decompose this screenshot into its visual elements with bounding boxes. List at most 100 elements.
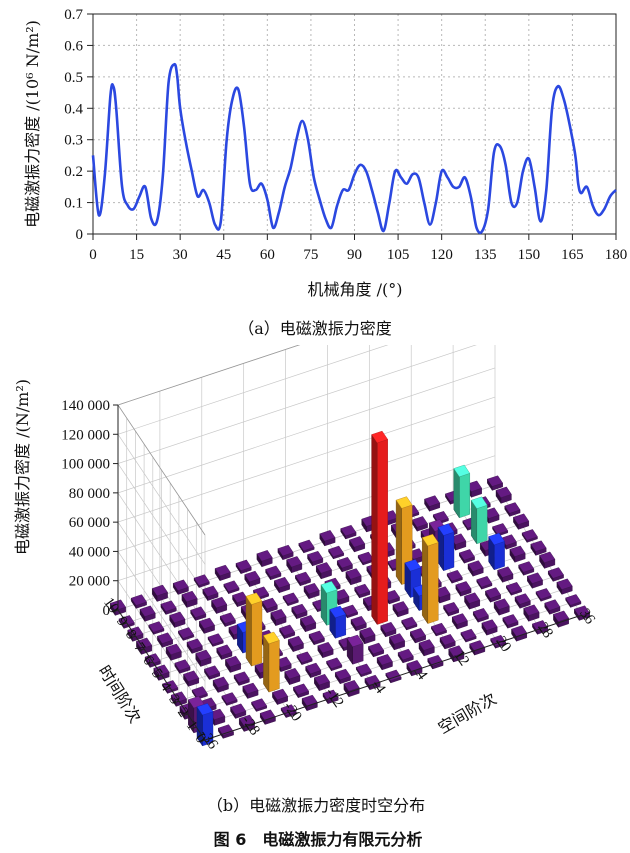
bar-side-face <box>245 595 252 667</box>
figure-caption: 图 6 电磁激振力有限元分析 <box>214 830 423 849</box>
bar-top-face <box>319 530 336 542</box>
base-bar <box>301 694 318 712</box>
chart-b-zlabel: 电磁激振力密度 /(N/m²) <box>13 379 32 555</box>
base-bar <box>282 592 299 607</box>
bar-top-face <box>464 592 481 604</box>
base-bar <box>160 600 177 616</box>
bar-top-face <box>151 584 168 597</box>
bar-top-face <box>293 683 310 695</box>
base-bar <box>216 644 233 661</box>
bar-side-face <box>395 499 402 586</box>
base-bar <box>130 594 147 610</box>
base-bar <box>315 562 332 580</box>
base-bar <box>513 513 530 531</box>
bar-top-face <box>392 601 409 613</box>
bar-top-face <box>532 620 549 632</box>
bar-top-face <box>211 596 228 609</box>
bar-top-face <box>193 574 210 586</box>
base-bar <box>376 654 393 671</box>
base-bar <box>279 624 296 640</box>
bar <box>421 533 439 625</box>
base-bar <box>265 565 282 581</box>
bar-top-face <box>340 524 357 537</box>
bar-top-face <box>251 698 268 710</box>
base-bar <box>392 601 409 618</box>
bar-top-face <box>346 634 364 648</box>
bar-top-face <box>169 611 186 623</box>
y-tick-label: 0.6 <box>64 38 83 54</box>
base-bar <box>509 545 526 563</box>
base-bar <box>430 622 447 637</box>
bar-top-face <box>186 638 203 650</box>
bar-top-face <box>280 704 297 716</box>
x-tick-label: 60 <box>260 247 275 263</box>
bar-top-face <box>174 659 191 671</box>
bar-top-face <box>371 430 389 444</box>
bar <box>488 532 505 571</box>
y-tick-mark <box>199 739 206 743</box>
bar-top-face <box>308 630 325 642</box>
x-tick-label: 120 <box>430 247 453 263</box>
bar-top-face <box>160 600 177 612</box>
base-bar <box>530 540 547 557</box>
base-bar <box>547 567 564 583</box>
y-tick-mark <box>138 648 145 652</box>
x-tick-label: 30 <box>173 247 188 263</box>
bar-top-face <box>535 588 552 600</box>
bar-top-face <box>139 605 156 617</box>
base-bar <box>195 649 212 668</box>
bar-top-face <box>460 628 477 641</box>
bar-top-face <box>322 689 339 701</box>
bar-top-face <box>488 532 505 546</box>
y-tick-label: 0.5 <box>64 70 83 86</box>
bar <box>371 430 389 626</box>
bar-top-face <box>427 654 444 667</box>
y-tick-label: 0.1 <box>64 196 83 212</box>
bar-top-face <box>547 567 564 579</box>
base-bar <box>401 616 418 631</box>
bar <box>346 634 364 665</box>
base-bar <box>251 698 268 713</box>
bar <box>263 631 280 693</box>
bar <box>453 464 471 519</box>
base-bar <box>233 671 250 687</box>
bar-top-face <box>354 583 371 596</box>
chart-a-ylabel: 电磁激振力密度 /(10⁶ N/m²) <box>23 20 42 228</box>
bar-top-face <box>265 565 282 577</box>
base-bar <box>273 576 291 594</box>
bar-top-face <box>191 686 208 698</box>
bar-top-face <box>443 602 460 614</box>
base-bar <box>307 550 324 567</box>
bar-top-face <box>376 654 393 666</box>
bar-top-face <box>553 610 570 622</box>
bar-top-face <box>313 673 330 686</box>
base-bar <box>232 591 249 608</box>
bar <box>196 703 214 747</box>
base-bar <box>230 703 247 720</box>
base-bar <box>211 596 228 615</box>
bar-side-face <box>422 536 428 625</box>
base-bar <box>334 668 351 685</box>
bar-top-face <box>565 594 582 606</box>
base-bar <box>481 619 498 636</box>
base-bar <box>300 615 317 633</box>
bar-side-face <box>371 433 378 626</box>
x-tick-label: 165 <box>561 247 584 263</box>
base-bar <box>573 605 591 622</box>
x-tick-label: 75 <box>303 247 318 263</box>
base-bar <box>565 594 582 609</box>
base-bar <box>305 662 322 679</box>
bar-top-face <box>328 545 345 557</box>
base-bar <box>157 632 174 649</box>
bar <box>245 592 263 667</box>
bar-top-face <box>177 627 195 639</box>
bar-top-face <box>504 502 521 514</box>
bar-top-face <box>181 590 198 603</box>
bar-top-face <box>492 523 509 535</box>
base-bar <box>349 536 366 553</box>
base-bar <box>389 633 406 651</box>
y-tick-label: 0.2 <box>64 164 83 180</box>
bar-top-face <box>273 576 291 589</box>
base-bar <box>439 634 456 650</box>
base-bar <box>177 627 195 642</box>
